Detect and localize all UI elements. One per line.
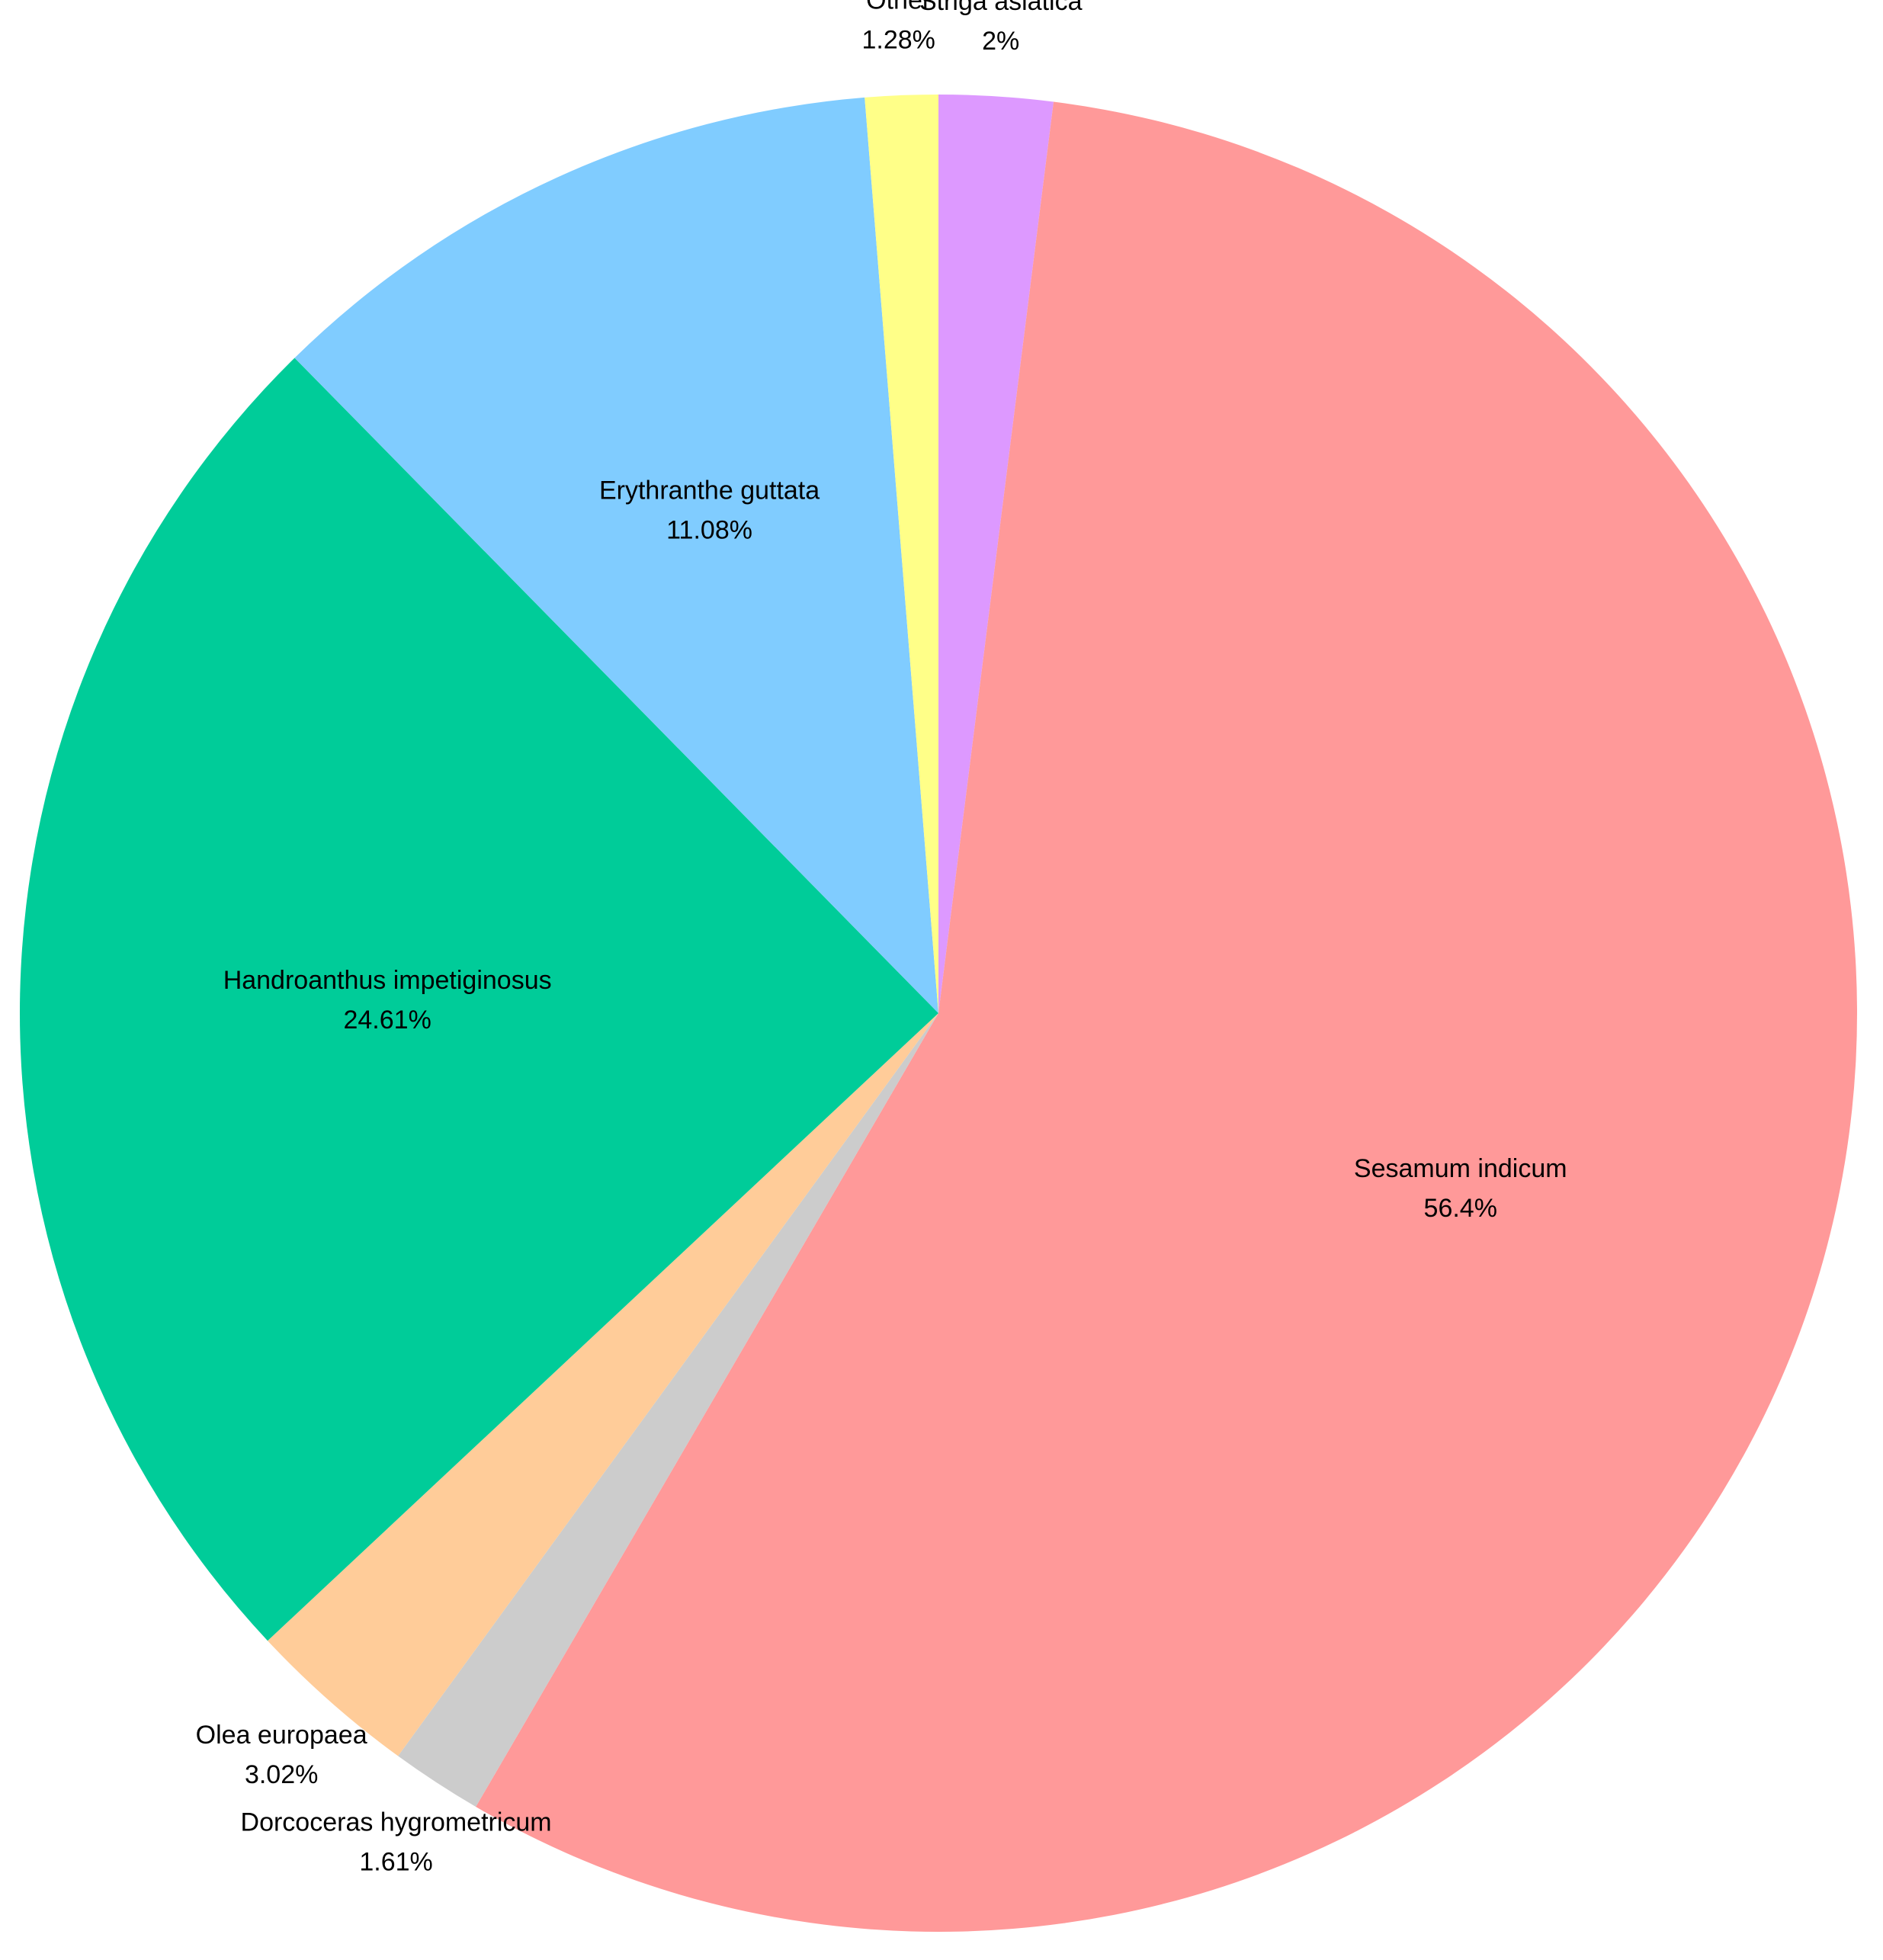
slice-value-label: 1.61% <box>359 1848 432 1877</box>
slice-label: Striga asiatica <box>919 0 1083 16</box>
pie-slice <box>294 97 938 1013</box>
pie-slice <box>398 1013 938 1808</box>
slice-value-label: 3.02% <box>245 1760 318 1789</box>
slice-label: Olea europaea <box>196 1721 367 1750</box>
slice-label: Dorcoceras hygrometricum <box>241 1808 552 1837</box>
pie-slice <box>865 95 938 1013</box>
slice-value-label: 1.28% <box>861 26 935 55</box>
slice-value-label: 24.61% <box>343 1006 431 1035</box>
pie-slice <box>476 101 1857 1932</box>
slice-label: Sesamum indicum <box>1354 1154 1567 1183</box>
pie-slice <box>19 358 938 1641</box>
slice-label: Erythranthe guttata <box>599 476 820 505</box>
pie-slice <box>938 95 1054 1013</box>
slice-value-label: 11.08% <box>666 515 752 544</box>
slice-value-label: 2% <box>982 27 1019 56</box>
slice-label: Handroanthus impetiginosus <box>223 966 552 995</box>
pie-slice <box>268 1013 938 1756</box>
slice-value-label: 56.4% <box>1424 1194 1497 1223</box>
slice-label: Other <box>866 0 931 15</box>
